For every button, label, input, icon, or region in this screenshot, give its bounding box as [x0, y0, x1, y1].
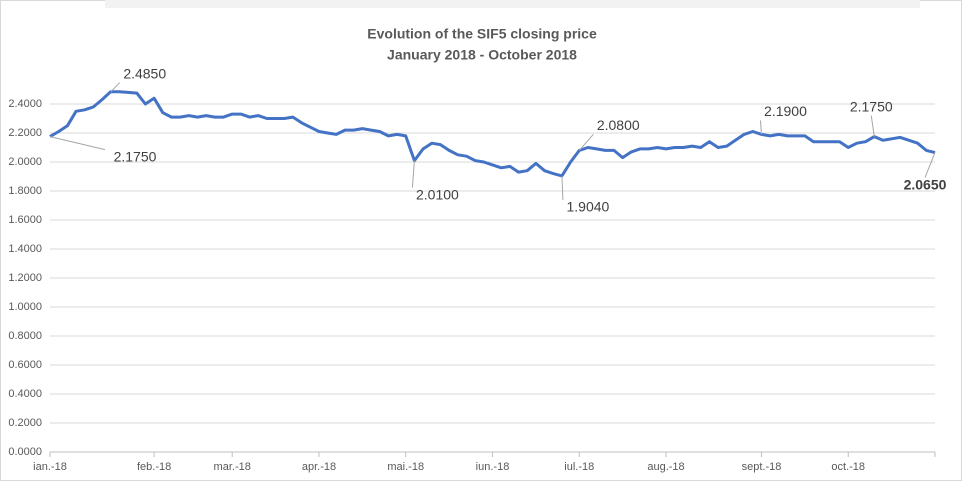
- x-tick-label: aug.-18: [647, 461, 684, 473]
- x-tick-label: mar.-18: [214, 461, 251, 473]
- chart-subtitle: January 2018 - October 2018: [387, 47, 577, 63]
- leader-line: [924, 152, 936, 178]
- leader-line: [110, 82, 121, 93]
- x-tick-label: ian.-18: [33, 461, 67, 473]
- y-tick-label: 1.0000: [8, 301, 42, 313]
- x-tick-label: mai.-18: [387, 461, 424, 473]
- leader-line: [561, 175, 564, 200]
- data-label: 2.1750: [850, 98, 893, 114]
- x-tick-label: sept.-18: [742, 461, 782, 473]
- y-tick-label: 0.0000: [8, 446, 42, 458]
- y-tick-label: 0.4000: [8, 388, 42, 400]
- data-label: 2.0800: [597, 117, 640, 133]
- leader-line: [49, 136, 106, 151]
- y-tick-label: 2.4000: [8, 98, 42, 110]
- data-label: 2.0650: [904, 176, 947, 192]
- top-band: [105, 0, 920, 8]
- x-tick-label: apr.-18: [302, 461, 336, 473]
- y-tick-label: 2.0000: [8, 156, 42, 168]
- y-tick-label: 1.6000: [8, 214, 42, 226]
- y-tick-label: 0.2000: [8, 417, 42, 429]
- leader-line: [870, 115, 875, 137]
- x-tick-label: oct.-18: [831, 461, 865, 473]
- y-tick-label: 0.8000: [8, 330, 42, 342]
- x-tick-label: iul.-18: [564, 461, 594, 473]
- y-tick-label: 2.2000: [8, 127, 42, 139]
- data-label: 2.1750: [114, 148, 157, 164]
- leader-line: [578, 134, 594, 151]
- line-series: [49, 90, 936, 178]
- data-label: 2.0100: [416, 186, 459, 202]
- y-tick-label: 1.4000: [8, 243, 42, 255]
- leader-line: [411, 160, 415, 188]
- y-tick-label: 1.8000: [8, 185, 42, 197]
- chart-title: Evolution of the SIF5 closing price: [367, 26, 597, 42]
- y-tick-label: 1.2000: [8, 272, 42, 284]
- x-tick-label: iun.-18: [476, 461, 510, 473]
- data-label: 2.1900: [764, 103, 807, 119]
- x-tick-label: feb.-18: [137, 461, 171, 473]
- data-label: 2.4850: [123, 65, 166, 81]
- data-label: 1.9040: [566, 199, 609, 215]
- y-tick-label: 0.6000: [8, 359, 42, 371]
- leader-line: [759, 120, 762, 135]
